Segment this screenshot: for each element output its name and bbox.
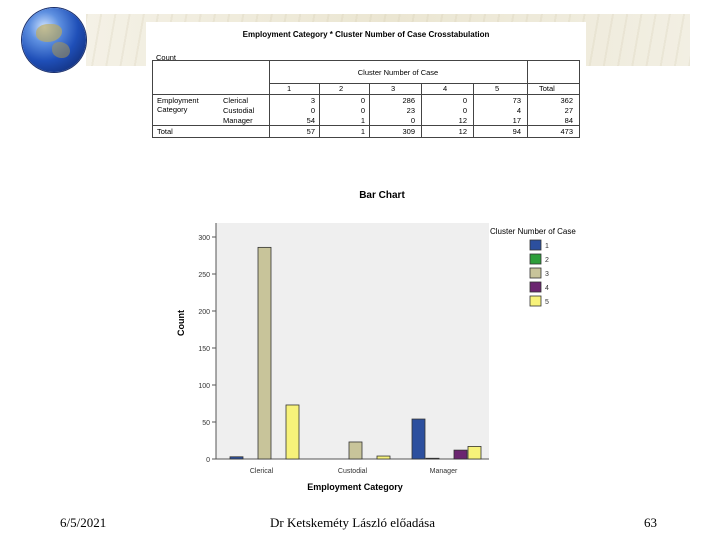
table-cell: 23	[406, 106, 415, 115]
count-label: Count	[156, 53, 177, 62]
bar	[376, 455, 391, 460]
col-header: 5	[495, 84, 500, 93]
row-group-label: Category	[157, 105, 188, 114]
table-cell: 12	[458, 116, 467, 125]
table-cell: 0	[462, 96, 467, 105]
table-cell: 286	[402, 96, 415, 105]
col-header: 1	[287, 84, 292, 93]
table-cell: 362	[560, 96, 573, 105]
footer-author: Dr Ketskeméty László előadása	[270, 515, 435, 530]
y-tick-label: 300	[198, 235, 210, 242]
legend-label: 4	[545, 285, 549, 292]
x-axis-label: Employment Category	[307, 482, 403, 492]
bar	[425, 457, 440, 460]
legend-swatch	[529, 281, 542, 293]
table-cell: 54	[306, 116, 315, 125]
crosstab-title: Employment Category * Cluster Number of …	[242, 30, 490, 39]
legend-label: 1	[545, 243, 549, 250]
footer-date: 6/5/2021	[60, 515, 107, 530]
table-cell: 17	[512, 116, 521, 125]
legend-title: Cluster Number of Case	[490, 227, 576, 236]
col-header: 4	[443, 84, 448, 93]
bar	[285, 404, 300, 460]
row-label: Custodial	[223, 106, 255, 115]
table-cell: 27	[564, 106, 573, 115]
legend-swatch	[529, 253, 542, 265]
legend-label: 2	[545, 257, 549, 264]
bar	[257, 246, 272, 460]
y-tick-label: 250	[198, 272, 210, 279]
crosstab-table: Employment Category * Cluster Number of …	[146, 22, 586, 140]
col-header: 3	[391, 84, 396, 93]
chart-title: Bar Chart	[359, 190, 405, 201]
table-cell: 1	[360, 116, 365, 125]
row-group-label: Employment	[157, 96, 199, 105]
total-cell: 94	[512, 127, 521, 136]
table-cell: 73	[512, 96, 521, 105]
y-tick-label: 50	[202, 420, 210, 427]
bar	[411, 418, 426, 460]
table-cell: 0	[360, 106, 365, 115]
table-cell: 0	[410, 116, 415, 125]
total-cell: 309	[402, 127, 415, 136]
crosstab-grid: Cluster Number of Case 1 2 3 4 5 Total E…	[152, 60, 580, 138]
row-label: Manager	[223, 116, 253, 125]
col-header: 2	[339, 84, 344, 93]
table-cell: 84	[564, 116, 573, 125]
table-cell: 0	[310, 106, 315, 115]
bar	[229, 456, 244, 460]
total-cell: 12	[458, 127, 467, 136]
y-tick-label: 100	[198, 383, 210, 390]
legend-label: 3	[545, 271, 549, 278]
total-cell: 1	[360, 127, 365, 136]
x-tick-label: Clerical	[250, 468, 274, 475]
legend-label: 5	[545, 299, 549, 306]
x-tick-label: Custodial	[338, 468, 368, 475]
total-label: Total	[157, 127, 173, 136]
legend-swatch	[529, 295, 542, 307]
legend-swatch	[529, 239, 542, 251]
legend-swatch	[529, 267, 542, 279]
table-cell: 3	[310, 96, 315, 105]
table-cell: 0	[360, 96, 365, 105]
bar	[453, 449, 468, 460]
x-tick-label: Manager	[430, 468, 458, 475]
total-cell: 57	[306, 127, 315, 136]
table-cell: 4	[516, 106, 521, 115]
globe-icon	[22, 8, 86, 72]
bar	[348, 441, 363, 460]
col-header: Total	[539, 84, 555, 93]
y-tick-label: 150	[198, 346, 210, 353]
y-tick-label: 0	[206, 457, 210, 464]
bar	[467, 446, 482, 460]
row-label: Clerical	[223, 96, 249, 105]
total-cell: 473	[560, 127, 573, 136]
table-cell: 0	[462, 106, 467, 115]
footer-page-number: 63	[644, 515, 657, 530]
cluster-header: Cluster Number of Case	[357, 68, 439, 77]
y-tick-label: 200	[198, 309, 210, 316]
